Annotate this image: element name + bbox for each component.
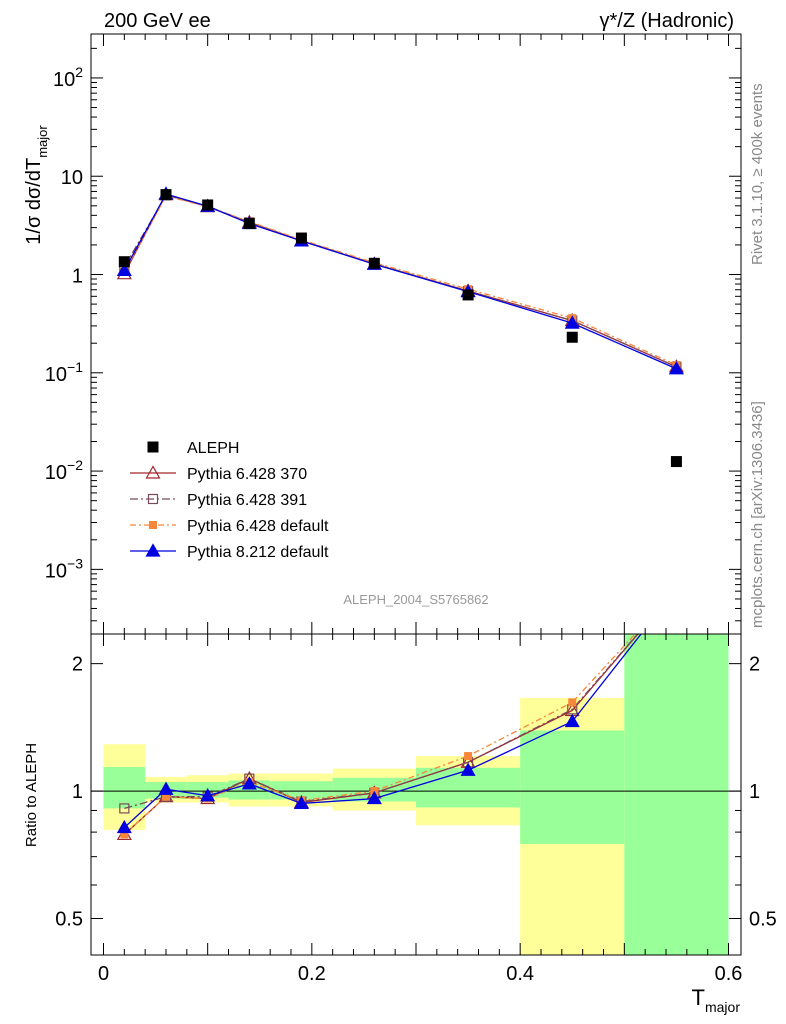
ratio-point-3-3 <box>241 776 257 790</box>
main-ytick-exp: −1 <box>67 359 83 375</box>
ratio-ytick-label-2: 2 <box>72 654 83 676</box>
legend-label-1: Pythia 6.428 370 <box>187 466 307 483</box>
main-line-2 <box>123 195 677 366</box>
aleph-point-7 <box>566 331 578 343</box>
aleph-point-3 <box>243 218 255 230</box>
ratio-point-3-4 <box>293 795 309 810</box>
main-ytick-exp: −3 <box>67 555 83 571</box>
x-label-sub: major <box>705 999 740 1015</box>
main-ytick-base: 10 <box>45 462 67 484</box>
main-ytick-label-2: 1 <box>72 266 83 288</box>
x-label-text: T <box>692 985 705 1010</box>
main-ytick-base: 10 <box>53 69 75 91</box>
legend-marker-2 <box>147 493 159 505</box>
xtick-label-0: 0 <box>98 963 109 985</box>
ratio-ytick-label-right-0: 0.5 <box>749 909 777 931</box>
ratio-point-2-6 <box>464 752 473 761</box>
main-line-3 <box>123 193 677 370</box>
xtick-label-3: 0.6 <box>715 963 743 985</box>
ratio-point-3-2 <box>200 788 216 802</box>
green-band-8 <box>624 634 729 955</box>
main-line-0 <box>123 193 677 368</box>
source-label: mcplots.cern.ch [arXiv:1306.3436] <box>749 401 766 628</box>
main-y-label-text: 1/σ dσ/dT <box>23 158 45 245</box>
legend-marker-4 <box>145 543 161 557</box>
xtick-label-2: 0.4 <box>506 963 534 985</box>
green-band-0 <box>103 766 146 809</box>
green-band-7 <box>520 730 625 844</box>
main-ytick-label-1: 10 <box>61 167 83 189</box>
ratio-point-3-1 <box>158 781 174 795</box>
legend-label-2: Pythia 6.428 391 <box>187 492 307 509</box>
process-label: γ*/Z (Hadronic) <box>600 10 734 32</box>
main-ytick-exp: −2 <box>67 457 83 473</box>
ratio-frame <box>90 633 742 956</box>
aleph-point-2 <box>202 199 214 211</box>
ratio-point-3-5 <box>366 790 382 805</box>
ratio-point-3-0 <box>116 819 132 834</box>
legend: ALEPH Pythia 6.428 370 Pythia 6.428 391 Pyt… <box>130 440 329 561</box>
ratio-series-lines <box>91 634 741 841</box>
main-ytick-label-4: 10−2 <box>45 457 83 484</box>
ratio-point-3-6 <box>460 762 476 776</box>
main-ytick-base: 10 <box>61 167 83 189</box>
main-point-3-8 <box>668 361 684 375</box>
aleph-point-1 <box>160 189 172 201</box>
aleph-point-5 <box>368 257 380 269</box>
ratio-series-group <box>116 634 642 841</box>
ratio-point-1-0 <box>119 803 130 814</box>
legend-marker-0 <box>147 441 159 453</box>
x-axis-label: Tmajor <box>692 985 741 1015</box>
main-ytick-base: 1 <box>72 266 83 288</box>
green-band-3 <box>228 780 271 800</box>
main-ytick-label-3: 10−1 <box>45 359 83 386</box>
legend-label-3: Pythia 6.428 default <box>187 518 329 535</box>
ratio-ytick-label-1: 1 <box>72 781 83 803</box>
main-y-label-sub: major <box>35 125 50 158</box>
ratio-point-2-1 <box>162 792 170 801</box>
main-point-3-0 <box>116 262 132 277</box>
main-ytick-label-0: 102 <box>53 64 83 91</box>
main-series-lines <box>116 186 684 468</box>
aleph-point-8 <box>670 456 682 468</box>
xtick-label-1: 0.2 <box>298 963 326 985</box>
ratio-point-3-7 <box>564 713 580 728</box>
main-point-3-7 <box>564 315 580 329</box>
aleph-point-4 <box>295 232 307 244</box>
analysis-id: ALEPH_2004_S5765862 <box>343 592 488 607</box>
aleph-point-6 <box>462 289 474 301</box>
ratio-point-2-7 <box>568 698 577 707</box>
aleph-point-0 <box>118 256 130 268</box>
main-ytick-base: 10 <box>45 364 67 386</box>
main-line-1 <box>123 194 677 368</box>
ratio-ytick-label-right-2: 2 <box>749 654 760 676</box>
rivet-version-label: Rivet 3.1.10, ≥ 400k events <box>749 83 766 265</box>
legend-label-4: Pythia 8.212 default <box>187 544 329 561</box>
main-ytick-exp: 2 <box>75 64 83 80</box>
axis-frames <box>90 33 742 956</box>
legend-label-0: ALEPH <box>187 440 239 457</box>
energy-label: 200 GeV ee <box>104 10 211 32</box>
svg-text:1/σ dσ/dTmajor: 1/σ dσ/dTmajor <box>23 125 50 245</box>
ratio-ytick-label-right-1: 1 <box>749 781 760 803</box>
ratio-y-axis-label: Ratio to ALEPH <box>23 743 40 847</box>
ratio-ytick-label-0: 0.5 <box>55 909 83 931</box>
main-ytick-label-5: 10−3 <box>45 555 83 582</box>
main-y-axis-label: 1/σ dσ/dTmajor <box>23 125 50 245</box>
main-ytick-base: 10 <box>45 560 67 582</box>
ratio-point-2-0 <box>120 830 129 839</box>
legend-marker-1 <box>145 465 161 479</box>
legend-marker-3 <box>149 521 157 529</box>
